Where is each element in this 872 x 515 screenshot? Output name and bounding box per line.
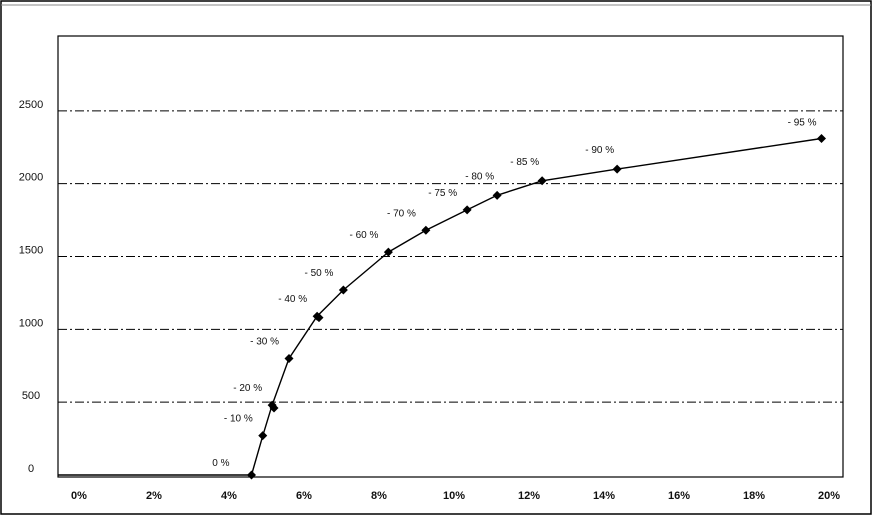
point-label-4: - 40 % [278,294,307,305]
y-tick-label-0: 0 [28,463,34,475]
gridlines [58,110,843,403]
y-axis-ticks: 0 500 1000 1500 2000 2500 [19,99,43,475]
point-label-12: - 95 % [788,118,817,129]
data-markers [247,134,826,480]
extra-marker-1 [314,313,324,323]
x-axis-ticks: 0% 2% 4% 6% 8% 10% 12% 14% 16% 18% 20% [71,490,840,502]
y-tick-label-2: 1000 [19,317,43,329]
x-tick-label-5: 10% [443,490,465,502]
point-label-6: - 60 % [349,230,378,241]
point-label-10: - 85 % [510,157,539,168]
data-point-0 [247,470,256,480]
data-point-11 [612,164,622,174]
data-point-1 [258,431,268,441]
data-point-7 [421,225,431,235]
y-tick-label-3: 1500 [19,245,43,257]
extra-marker-0 [269,403,279,413]
data-point-5 [338,285,348,295]
point-label-5: - 50 % [304,268,333,279]
point-label-3: - 30 % [250,336,279,347]
data-point-3 [284,353,294,363]
x-tick-label-4: 8% [371,490,387,502]
data-point-12 [817,134,826,144]
data-point-6 [383,247,393,257]
y-tick-label-5: 2500 [19,99,43,111]
point-label-7: - 70 % [387,208,416,219]
series-line-path [250,137,822,476]
point-labels: 0 %- 10 %- 20 %- 30 %- 40 %- 50 %- 60 %-… [212,118,816,469]
point-label-0: 0 % [212,458,229,469]
point-label-2: - 20 % [233,383,262,394]
x-tick-label-2: 4% [221,490,237,502]
x-tick-label-7: 14% [593,490,615,502]
x-tick-label-0: 0% [71,490,87,502]
x-tick-label-6: 12% [518,490,540,502]
point-label-8: - 75 % [428,188,457,199]
x-tick-label-10: 20% [818,490,840,502]
data-point-9 [492,190,502,200]
x-tick-label-9: 18% [743,490,765,502]
y-tick-label-1: 500 [22,390,40,402]
x-tick-label-3: 6% [296,490,312,502]
x-tick-label-1: 2% [146,490,162,502]
data-point-10 [537,176,547,186]
x-tick-label-8: 16% [668,490,690,502]
data-point-8 [462,205,472,215]
point-label-9: - 80 % [465,171,494,182]
point-label-11: - 90 % [585,145,614,156]
point-label-1: - 10 % [224,414,253,425]
y-tick-label-4: 2000 [19,172,43,184]
